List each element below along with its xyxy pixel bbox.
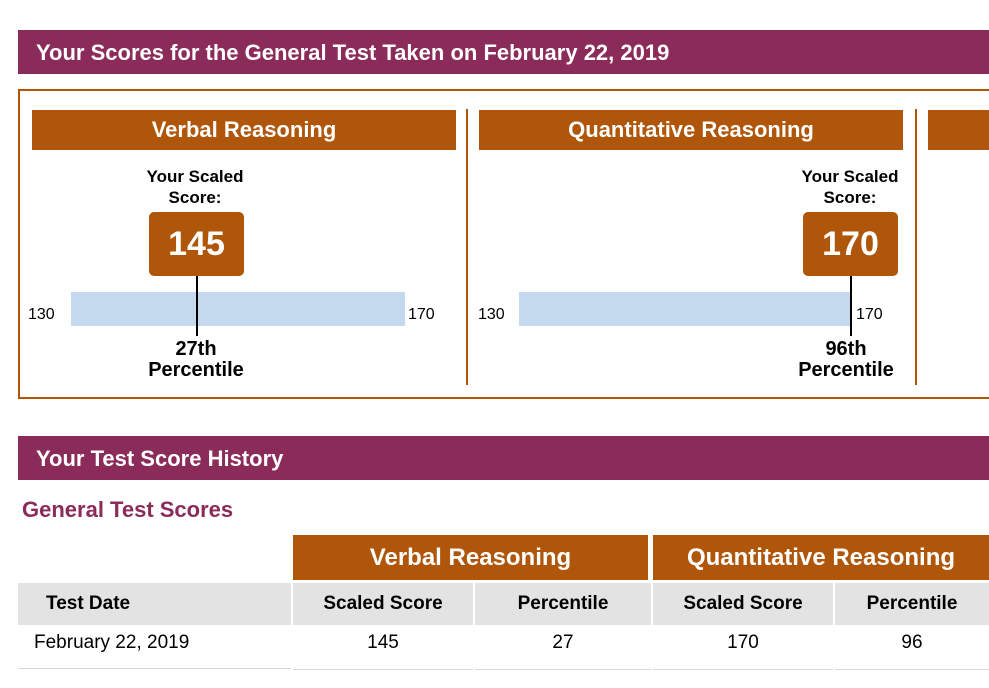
verbal-percentile-label: Percentile: [148, 359, 244, 381]
col-header-quant-percentile: Percentile: [835, 583, 989, 625]
verbal-scale-bar: [71, 292, 405, 326]
verbal-percentile: 27th Percentile: [121, 339, 271, 381]
table-group-verbal: Verbal Reasoning: [293, 535, 648, 580]
verbal-scale-min: 130: [28, 306, 55, 323]
quant-scale-bar: [519, 292, 850, 326]
panel-divider: [466, 109, 468, 385]
quant-percentile-label: Percentile: [798, 359, 894, 381]
row-verbal-percentile: 27: [475, 627, 651, 670]
col-header-quant-scaled: Scaled Score: [653, 583, 833, 625]
quant-percentile-value: 96th: [825, 338, 867, 360]
table-group-quant: Quantitative Reasoning: [653, 535, 989, 580]
quant-scale-min: 130: [478, 306, 505, 323]
col-header-verbal-percentile: Percentile: [475, 583, 651, 625]
quant-score-pointer: [850, 276, 852, 336]
quant-section-header: Quantitative Reasoning: [479, 110, 903, 150]
verbal-section-header: Verbal Reasoning: [32, 110, 456, 150]
next-section-header: [928, 110, 989, 150]
row-verbal-scaled: 145: [293, 627, 473, 670]
quant-scaled-score-label: Your Scaled Score:: [775, 166, 925, 208]
scores-title-band: Your Scores for the General Test Taken o…: [18, 30, 989, 74]
quant-scaled-label-line2: Score:: [823, 188, 877, 207]
verbal-percentile-value: 27th: [175, 338, 217, 360]
verbal-scale-max: 170: [408, 306, 435, 323]
row-test-date: February 22, 2019: [18, 627, 291, 669]
verbal-scaled-label-line1: Your Scaled: [146, 167, 244, 186]
history-title: Your Test Score History: [36, 446, 284, 471]
col-header-verbal-scaled: Scaled Score: [293, 583, 473, 625]
history-subtitle: General Test Scores: [22, 497, 234, 522]
verbal-score-box: 145: [149, 212, 244, 276]
panel-divider-2: [915, 109, 917, 385]
history-title-band: Your Test Score History: [18, 436, 989, 480]
quant-percentile: 96th Percentile: [771, 339, 921, 381]
verbal-scaled-label-line2: Score:: [168, 188, 222, 207]
verbal-scaled-score-label: Your Scaled Score:: [120, 166, 270, 208]
scores-title: Your Scores for the General Test Taken o…: [36, 40, 670, 65]
quant-scale-max: 170: [856, 306, 883, 323]
col-header-test-date: Test Date: [18, 583, 291, 625]
row-quant-percentile: 96: [835, 627, 989, 670]
row-quant-scaled: 170: [653, 627, 833, 670]
quant-score-box: 170: [803, 212, 898, 276]
score-panels-frame: Verbal Reasoning Your Scaled Score: 145 …: [18, 89, 989, 399]
verbal-score-pointer: [196, 276, 198, 336]
quant-scaled-label-line1: Your Scaled: [801, 167, 899, 186]
